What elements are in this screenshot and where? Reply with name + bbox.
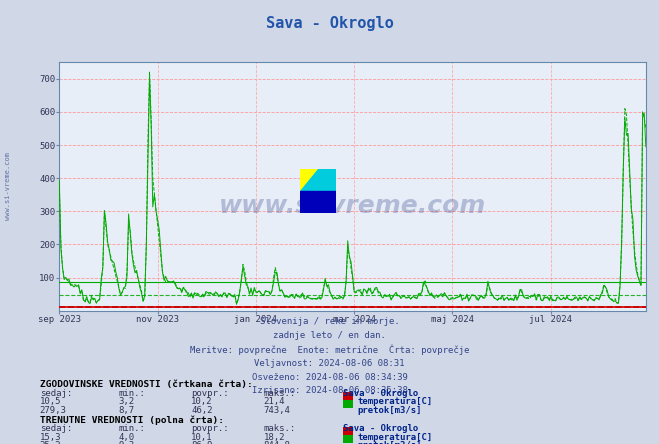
Text: Sava - Okroglo: Sava - Okroglo [343, 388, 418, 397]
Text: sedaj:: sedaj: [40, 388, 72, 397]
Polygon shape [300, 191, 336, 213]
Text: 8,7: 8,7 [119, 406, 134, 415]
Text: 15,3: 15,3 [40, 433, 61, 442]
Text: 86,9: 86,9 [191, 441, 213, 444]
Text: 9,3: 9,3 [119, 441, 134, 444]
Text: 25,2: 25,2 [40, 441, 61, 444]
Text: pretok[m3/s]: pretok[m3/s] [357, 406, 422, 415]
Text: Sava - Okroglo: Sava - Okroglo [266, 16, 393, 31]
Text: 10,2: 10,2 [191, 397, 213, 406]
Text: temperatura[C]: temperatura[C] [357, 397, 432, 406]
Text: maks.:: maks.: [264, 424, 296, 433]
Text: 3,2: 3,2 [119, 397, 134, 406]
Text: www.si-vreme.com: www.si-vreme.com [219, 194, 486, 218]
Text: 743,4: 743,4 [264, 406, 291, 415]
Text: Sava - Okroglo: Sava - Okroglo [343, 424, 418, 433]
Text: temperatura[C]: temperatura[C] [357, 433, 432, 442]
Text: TRENUTNE VREDNOSTI (polna črta):: TRENUTNE VREDNOSTI (polna črta): [40, 415, 223, 424]
Text: 4,0: 4,0 [119, 433, 134, 442]
Text: 10,1: 10,1 [191, 433, 213, 442]
Polygon shape [300, 169, 336, 191]
Text: 21,4: 21,4 [264, 397, 285, 406]
Text: www.si-vreme.com: www.si-vreme.com [5, 152, 11, 221]
Polygon shape [300, 169, 318, 191]
Text: sedaj:: sedaj: [40, 424, 72, 433]
Text: 10,5: 10,5 [40, 397, 61, 406]
Text: ZGODOVINSKE VREDNOSTI (črtkana črta):: ZGODOVINSKE VREDNOSTI (črtkana črta): [40, 380, 252, 388]
Text: povpr.:: povpr.: [191, 388, 229, 397]
Text: 18,2: 18,2 [264, 433, 285, 442]
Text: min.:: min.: [119, 424, 146, 433]
Text: 279,3: 279,3 [40, 406, 67, 415]
Text: Slovenija / reke in morje.
zadnje leto / en dan.
Meritve: povprečne  Enote: metr: Slovenija / reke in morje. zadnje leto /… [190, 317, 469, 395]
Text: povpr.:: povpr.: [191, 424, 229, 433]
Text: pretok[m3/s]: pretok[m3/s] [357, 441, 422, 444]
Text: min.:: min.: [119, 388, 146, 397]
Text: 46,2: 46,2 [191, 406, 213, 415]
Text: 844,8: 844,8 [264, 441, 291, 444]
Text: maks.:: maks.: [264, 388, 296, 397]
